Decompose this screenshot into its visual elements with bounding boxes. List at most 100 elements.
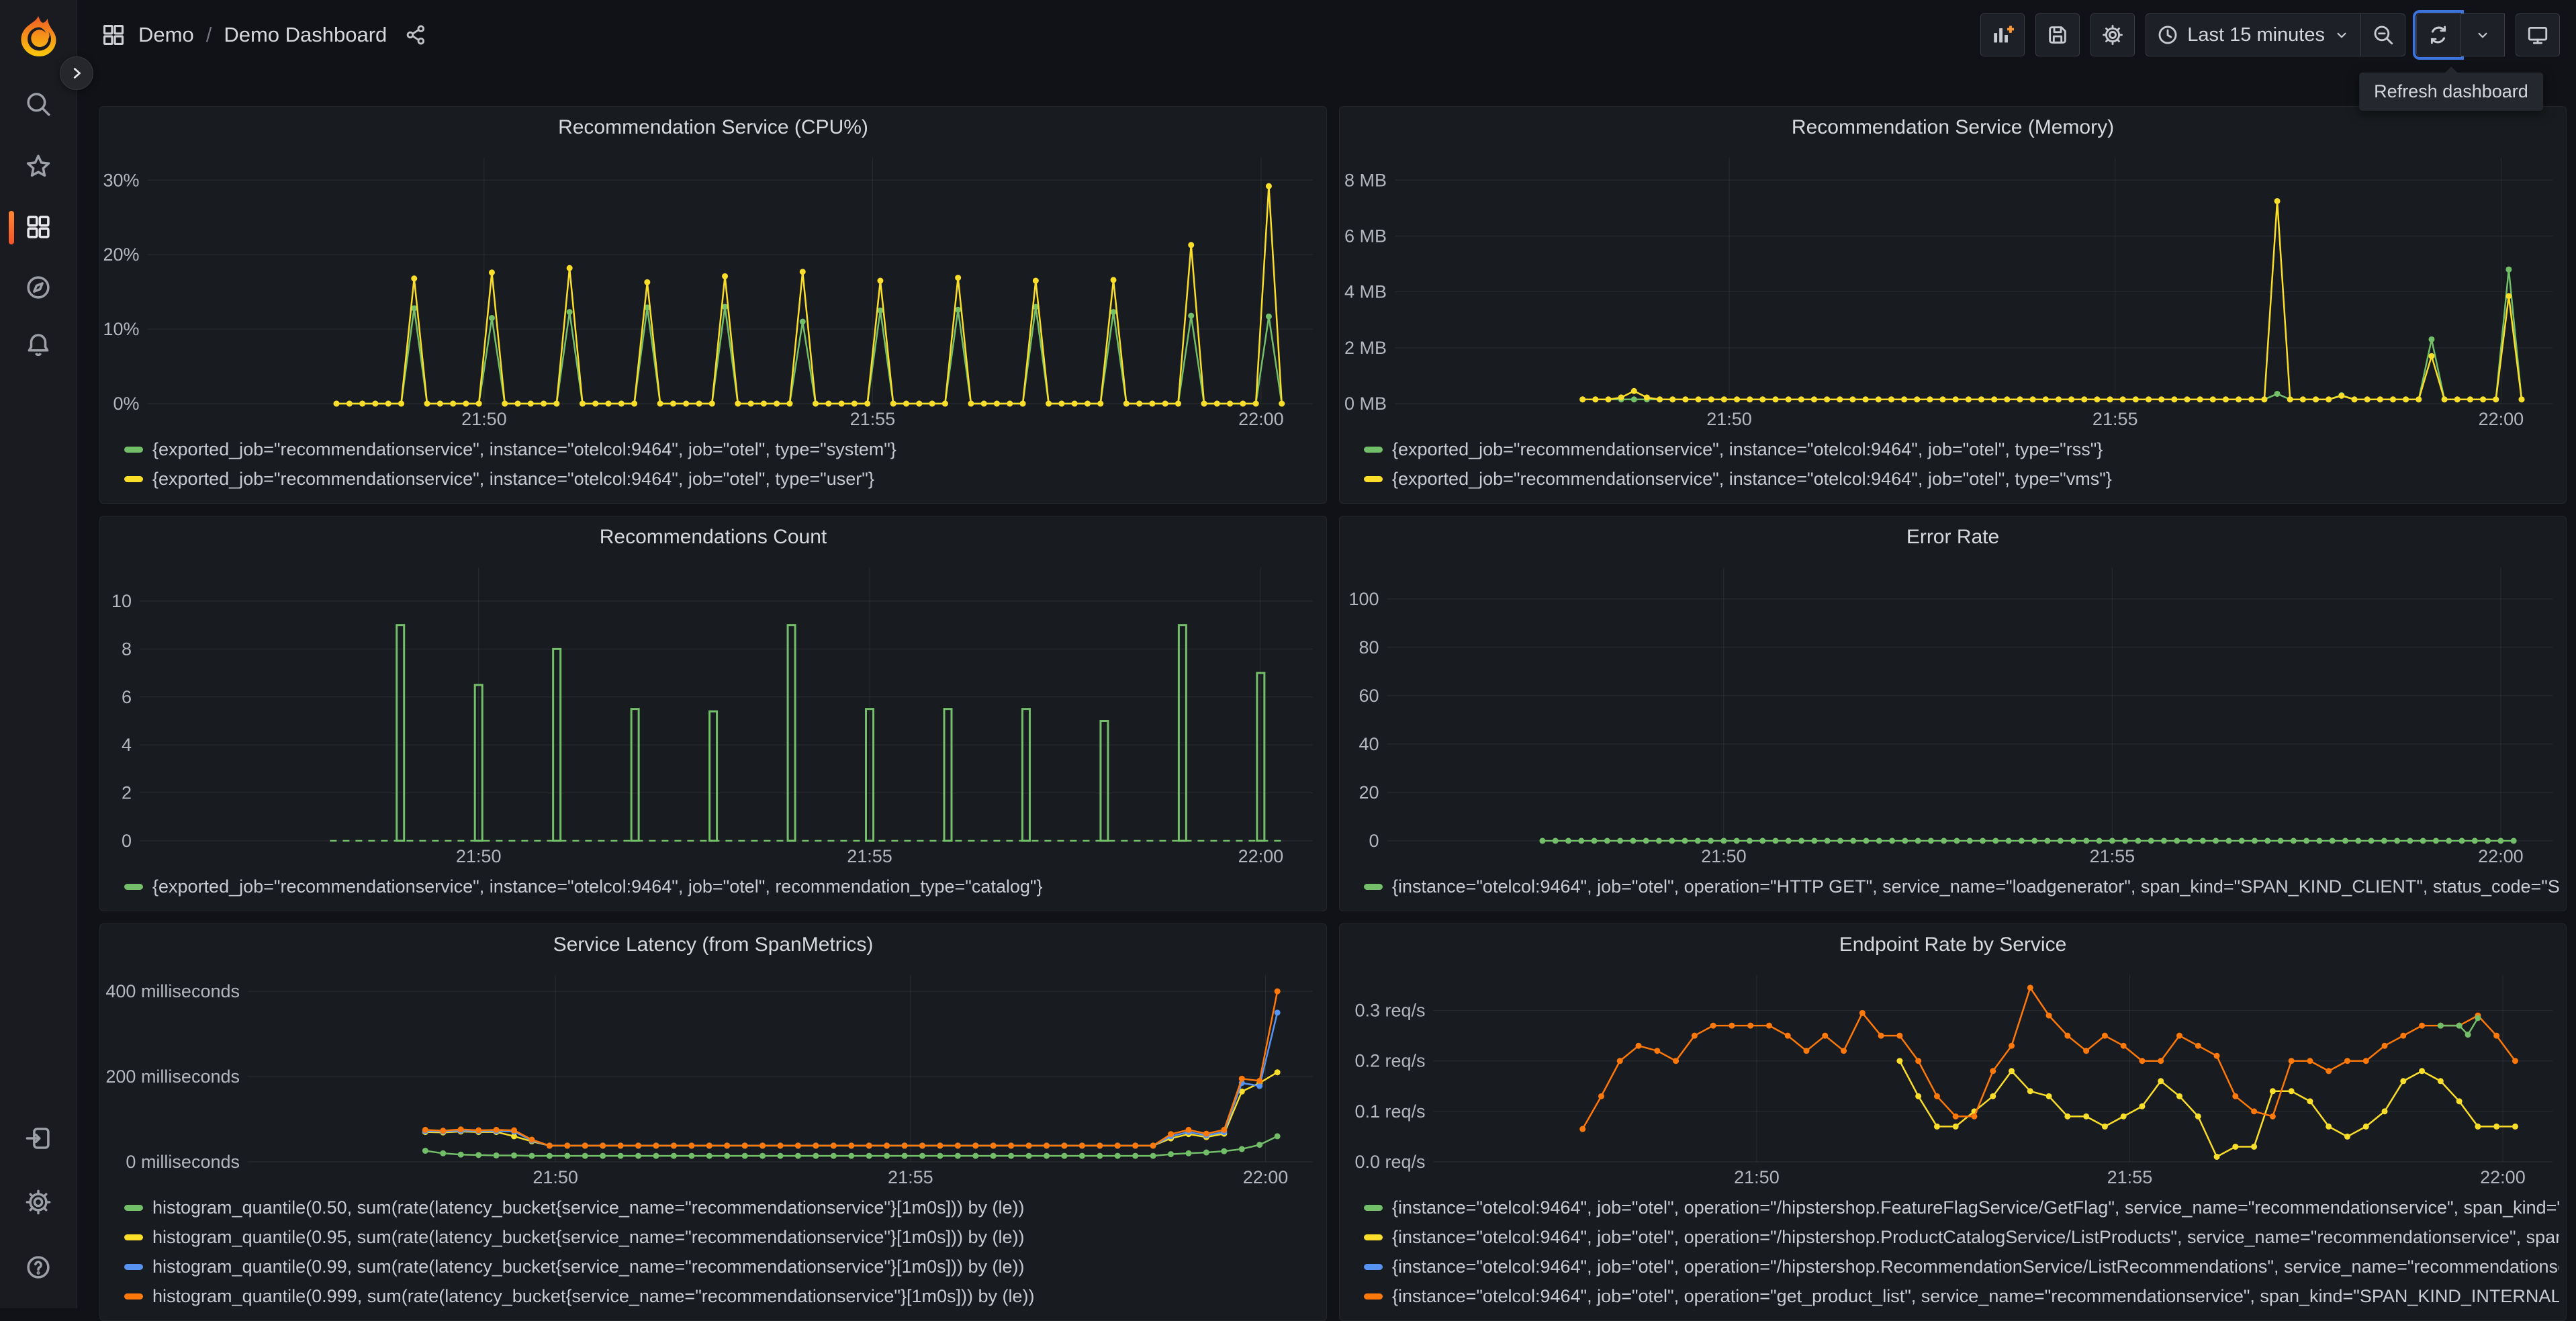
share-dashboard-icon[interactable] [404,24,427,46]
zoom-out-button[interactable] [2361,13,2405,56]
svg-text:21:55: 21:55 [2090,846,2135,866]
legend-swatch [124,883,143,890]
chevron-down-icon [2478,32,2487,38]
legend-swatch [124,475,143,482]
legend-item[interactable]: {exported_job="recommendationservice", i… [1364,435,2559,464]
svg-text:22:00: 22:00 [2480,1167,2526,1187]
panel-title[interactable]: Recommendation Service (CPU%) [558,116,868,138]
add-panel-button[interactable] [1980,13,2025,56]
svg-text:21:55: 21:55 [2092,409,2138,429]
svg-text:21:55: 21:55 [847,846,892,866]
legend-swatch [124,1234,143,1240]
legend-swatch [1364,446,1383,453]
panel-recommendation-cpu: Recommendation Service (CPU%) 0% 10% 20% 30… [99,106,1327,504]
refresh-button[interactable] [2413,10,2464,60]
breadcrumb-section[interactable]: Demo [138,23,194,46]
dashboard-toolbar: Last 15 minutes Refresh dashboard [1980,10,2560,111]
svg-text:21:50: 21:50 [461,409,507,429]
legend-label: {exported_job="recommendationservice", i… [1392,439,2103,459]
time-range-label: Last 15 minutes [2187,24,2325,46]
svg-text:400 milliseconds: 400 milliseconds [105,981,240,1001]
svg-text:22:00: 22:00 [2478,846,2524,866]
legend-swatch [1364,1204,1383,1211]
save-dashboard-button[interactable] [2035,13,2080,56]
svg-text:100: 100 [1348,589,1379,609]
zoom-out-icon [2374,26,2393,45]
legend-label: histogram_quantile(0.999, sum(rate(laten… [152,1285,1035,1306]
time-range-picker[interactable]: Last 15 minutes [2146,13,2361,56]
sidebar-item-starred[interactable] [24,152,52,181]
legend-swatch [1364,1293,1383,1300]
time-series-chart: 0 MB 2 MB 4 MB 6 MB 8 MB 21:50 21:55 22:00 [1340,148,2566,433]
svg-text:22:00: 22:00 [2479,409,2524,429]
time-series-chart: 0 milliseconds 200 milliseconds 400 millis… [100,966,1326,1191]
panel-title[interactable]: Service Latency (from SpanMetrics) [553,933,874,956]
legend-label: histogram_quantile(0.50, sum(rate(latenc… [152,1197,1025,1218]
legend-item[interactable]: histogram_quantile(0.95, sum(rate(latenc… [124,1222,1320,1252]
breadcrumb-separator: / [205,23,212,46]
cycle-view-mode-button[interactable] [2516,13,2560,56]
help-icon [27,1256,50,1279]
legend-swatch [124,446,143,453]
svg-text:80: 80 [1359,637,1379,657]
legend-swatch [1364,1263,1383,1270]
sign-in-icon [26,1128,50,1149]
expand-sidebar-button[interactable] [60,56,93,90]
panel-title[interactable]: Error Rate [1906,526,2000,548]
legend-item[interactable]: {exported_job="recommendationservice", i… [1364,464,2559,494]
save-icon [2049,26,2067,44]
svg-text:21:55: 21:55 [888,1167,933,1187]
explore-compass-icon [27,276,50,299]
svg-text:0.3 req/s: 0.3 req/s [1354,1001,1425,1021]
panel-title[interactable]: Endpoint Rate by Service [1839,933,2067,956]
legend-item[interactable]: {exported_job="recommendationservice", i… [124,464,1320,494]
bar-chart: 0 2 4 6 8 10 21:50 21:55 22:00 [100,558,1326,870]
dashboard-settings-button[interactable] [2090,13,2135,56]
breadcrumb-page[interactable]: Demo Dashboard [224,23,387,46]
active-nav-indicator [9,211,14,244]
sidebar [0,0,93,1308]
svg-text:21:50: 21:50 [1706,409,1752,429]
svg-text:0.2 req/s: 0.2 req/s [1354,1051,1425,1071]
apps-grid-icon [101,22,126,48]
svg-text:30%: 30% [103,170,139,190]
legend-item[interactable]: histogram_quantile(0.999, sum(rate(laten… [124,1281,1320,1311]
sidebar-item-explore[interactable] [24,273,52,302]
search-icon [27,93,50,116]
sidebar-item-help[interactable] [24,1253,52,1281]
svg-text:21:50: 21:50 [1701,846,1747,866]
svg-text:21:50: 21:50 [456,846,502,866]
svg-text:22:00: 22:00 [1238,409,1284,429]
sidebar-item-search[interactable] [24,90,52,118]
legend-item[interactable]: {exported_job="recommendationservice", i… [124,872,1320,901]
legend-item[interactable]: histogram_quantile(0.50, sum(rate(latenc… [124,1193,1320,1222]
svg-text:10: 10 [111,591,132,611]
legend-item[interactable]: {exported_job="recommendationservice", i… [124,435,1320,464]
svg-text:40: 40 [1359,734,1379,754]
panel-title[interactable]: Recommendations Count [599,526,827,548]
legend-label: {instance="otelcol:9464", job="otel", op… [1392,1226,2559,1247]
sidebar-item-sign-in[interactable] [24,1124,52,1152]
panel-title[interactable]: Recommendation Service (Memory) [1791,116,2115,138]
legend-item[interactable]: {instance="otelcol:9464", job="otel", op… [1364,872,2559,901]
panel-legend: {exported_job="recommendationservice", i… [100,433,1326,503]
legend-label: {exported_job="recommendationservice", i… [152,468,874,489]
legend-item[interactable]: {instance="otelcol:9464", job="otel", op… [1364,1281,2559,1311]
legend-item[interactable]: {instance="otelcol:9464", job="otel", op… [1364,1252,2559,1281]
panel-legend: {instance="otelcol:9464", job="otel", op… [1340,870,2566,911]
legend-label: {instance="otelcol:9464", job="otel", op… [1392,1285,2559,1306]
svg-text:22:00: 22:00 [1243,1167,1289,1187]
legend-item[interactable]: {instance="otelcol:9464", job="otel", op… [1364,1193,2559,1222]
sidebar-item-settings[interactable] [24,1188,52,1216]
svg-text:2 MB: 2 MB [1344,338,1387,358]
sidebar-item-dashboards[interactable] [24,213,52,241]
legend-item[interactable]: histogram_quantile(0.99, sum(rate(latenc… [124,1252,1320,1281]
sidebar-item-alerting[interactable] [24,330,52,359]
grafana-logo[interactable] [13,13,64,64]
svg-text:0 MB: 0 MB [1344,394,1387,414]
legend-item[interactable]: {instance="otelcol:9464", job="otel", op… [1364,1222,2559,1252]
chevron-down-icon [2337,32,2346,38]
panel-error-rate: Error Rate 0 20 40 60 80 100 21:50 21:55 22:00 {… [1339,516,2567,911]
refresh-icon [2430,26,2446,44]
refresh-interval-dropdown[interactable] [2460,13,2505,56]
